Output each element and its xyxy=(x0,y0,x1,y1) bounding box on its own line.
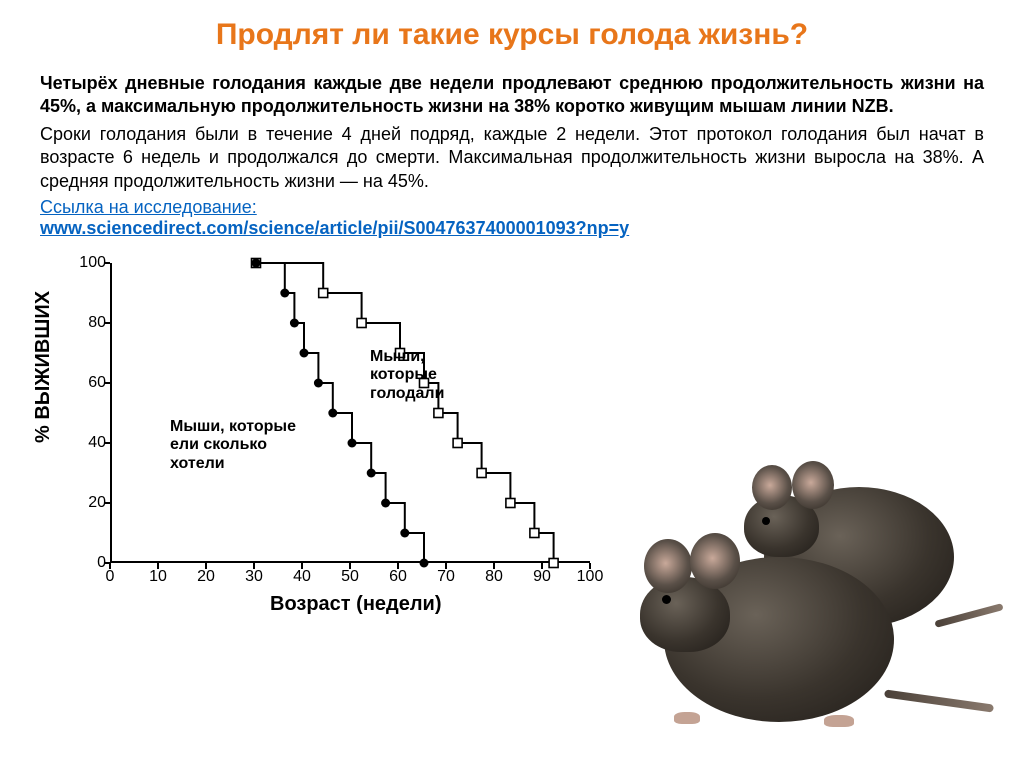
series-label-adlib: Мыши, которыеели сколькохотели xyxy=(170,418,320,473)
plot-area xyxy=(110,263,590,563)
x-tick-label: 0 xyxy=(95,568,125,586)
x-tick-label: 80 xyxy=(479,568,509,586)
x-axis-label: Возраст (недели) xyxy=(270,593,442,616)
x-tick-label: 50 xyxy=(335,568,365,586)
y-tick-label: 80 xyxy=(70,314,106,332)
paragraph-bold: Четырёх дневные голодания каждые две нед… xyxy=(40,72,984,119)
x-tick-label: 20 xyxy=(191,568,221,586)
x-tick-label: 90 xyxy=(527,568,557,586)
x-tick-label: 30 xyxy=(239,568,269,586)
y-tick-label: 60 xyxy=(70,374,106,392)
study-link-label[interactable]: Ссылка на исследование: xyxy=(40,197,984,218)
page-title: Продлят ли такие курсы голода жизнь? xyxy=(40,18,984,52)
x-tick-label: 60 xyxy=(383,568,413,586)
y-tick-label: 100 xyxy=(70,254,106,272)
y-tick-label: 40 xyxy=(70,434,106,452)
mice-illustration xyxy=(634,447,984,727)
y-tick-label: 20 xyxy=(70,494,106,512)
x-tick-label: 40 xyxy=(287,568,317,586)
x-tick-label: 10 xyxy=(143,568,173,586)
study-link-url[interactable]: www.sciencedirect.com/science/article/pi… xyxy=(40,218,984,239)
series-label-fasted: Мыши,которыеголодали xyxy=(370,348,480,403)
survival-chart: % ВЫЖИВШИХ Возраст (недели) 020406080100… xyxy=(40,253,600,623)
paragraph-2: Сроки голодания были в течение 4 дней по… xyxy=(40,123,984,193)
y-axis-label: % ВЫЖИВШИХ xyxy=(32,291,55,443)
x-tick-label: 100 xyxy=(575,568,605,586)
x-tick-label: 70 xyxy=(431,568,461,586)
